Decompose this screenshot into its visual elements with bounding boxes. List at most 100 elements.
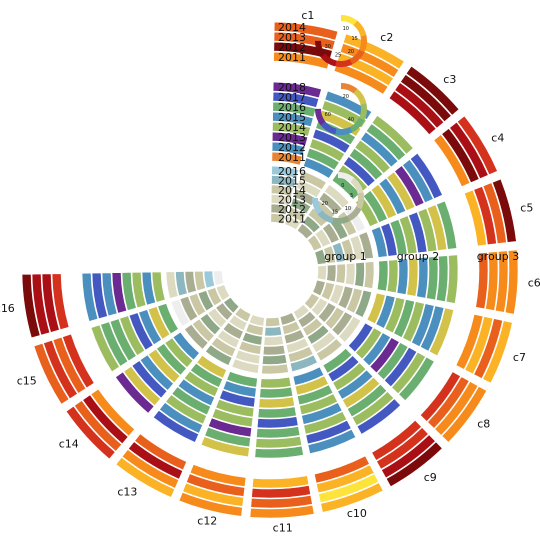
heatmap-cell (33, 342, 70, 405)
heatmap-cell (178, 491, 243, 517)
heatmap-cell (152, 409, 200, 443)
heatmap-cell (307, 234, 323, 252)
heatmap-cell (369, 337, 400, 374)
heatmap-cell (273, 21, 339, 41)
heatmap-cell (191, 318, 215, 343)
legend-swatch (343, 60, 347, 67)
heatmap-cell (485, 251, 499, 311)
legend-swatch (351, 124, 358, 132)
legend-swatch (329, 126, 335, 134)
legend-swatch (353, 55, 360, 62)
heatmap-cell (284, 215, 301, 231)
legend-swatch (356, 24, 364, 31)
heatmap-cell (322, 222, 340, 244)
heatmap-cell (306, 324, 330, 345)
legend-swatch (327, 57, 333, 65)
heatmap-cell (251, 485, 311, 499)
heatmap-cell (337, 285, 354, 310)
legend-swatch (353, 123, 360, 130)
heatmap-cell (449, 121, 489, 180)
column-label: c11 (273, 522, 293, 535)
row-label: 2016 (278, 101, 306, 114)
heatmap-cell (100, 321, 129, 367)
heatmap-cell (362, 332, 391, 367)
legend-swatch (344, 173, 350, 181)
legend-swatch (358, 115, 366, 121)
legend-swatch (353, 88, 360, 95)
legend-swatch (341, 15, 345, 22)
heatmap-cell (316, 265, 327, 281)
row-label: 2014 (278, 184, 306, 197)
legend-swatch (355, 53, 362, 60)
group-label: group 1 (324, 250, 366, 263)
heatmap-cell (131, 360, 168, 399)
heatmap-cell (255, 435, 303, 449)
heatmap-cell (312, 279, 326, 297)
heatmap-cell (260, 376, 292, 389)
heatmap-cell (365, 123, 407, 161)
heatmap-cell (455, 313, 484, 370)
heatmap-cell (402, 301, 425, 343)
row-label: 2012 (278, 41, 306, 54)
legend-swatch (357, 117, 365, 123)
heatmap-cell (109, 318, 137, 362)
column-label: c7 (513, 351, 526, 364)
column-label: c8 (477, 418, 490, 431)
heatmap-cell (271, 141, 306, 156)
heatmap-cell (375, 294, 396, 329)
legend-swatch (343, 83, 347, 90)
row-label: 2011 (278, 51, 306, 64)
heatmap-cell (354, 289, 372, 318)
heatmap-cell (175, 271, 188, 297)
heatmap-cell (270, 194, 292, 206)
heatmap-cell (241, 331, 263, 346)
legend-swatch (338, 172, 342, 179)
heatmap-cell (264, 326, 283, 337)
legend-tick-label: 40 (348, 117, 354, 123)
heatmap-cell (340, 238, 355, 262)
group-label: group 3 (477, 250, 519, 263)
heatmap-cell (388, 90, 437, 136)
heatmap-cell (81, 272, 99, 322)
heatmap-cell (261, 363, 289, 375)
heatmap-cell (320, 482, 384, 513)
heatmap-cell (189, 464, 247, 487)
heatmap-cell (363, 261, 375, 289)
heatmap-cell (464, 189, 487, 247)
legend-swatch (337, 128, 341, 135)
heatmap-cell (296, 223, 314, 240)
heatmap-cell (314, 248, 327, 265)
legend-swatch (352, 179, 359, 186)
legend-swatch (316, 115, 323, 121)
heatmap-cell (188, 293, 207, 317)
heatmap-cell (408, 211, 428, 254)
legend-swatch (350, 212, 357, 219)
heatmap-cell (219, 389, 256, 408)
heatmap-cell (385, 441, 443, 488)
legend-tick-label: 15 (352, 36, 358, 42)
heatmap-cell (400, 74, 452, 123)
heatmap-cell (190, 362, 223, 388)
column-label: c2 (380, 31, 393, 44)
heatmap-cell (417, 208, 438, 252)
heatmap-cell (436, 200, 458, 250)
heatmap-cell (256, 416, 299, 429)
heatmap-cell (250, 495, 313, 509)
legend-swatch (318, 51, 326, 58)
row-label: 2017 (278, 91, 306, 104)
legend-swatch (319, 212, 326, 219)
heatmap-cell (43, 339, 78, 400)
column-label: c12 (197, 514, 217, 527)
heatmap-cell (254, 445, 304, 459)
legend-swatch (348, 213, 355, 221)
heatmap-cell (473, 186, 497, 246)
heatmap-cell (90, 388, 136, 437)
heatmap-cell (324, 184, 350, 209)
heatmap-cell (207, 307, 228, 328)
row-label: 2013 (278, 131, 306, 144)
heatmap-cell (456, 115, 498, 176)
legend-swatch (355, 22, 362, 29)
legend-swatch (320, 53, 327, 60)
legend-swatch (316, 47, 323, 53)
